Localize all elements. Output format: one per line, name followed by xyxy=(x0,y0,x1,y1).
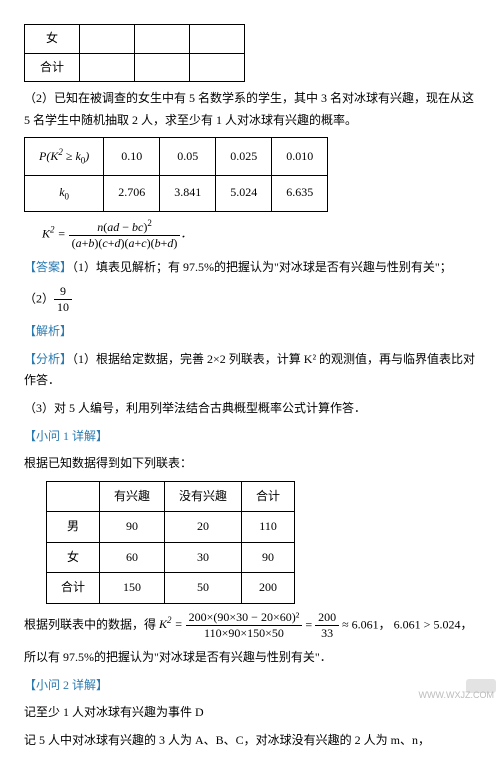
conclusion: 所以有 97.5%的把握认为"对冰球是否有兴趣与性别有关"． xyxy=(24,647,476,669)
question-2: （2）已知在被调查的女生中有 5 名数学系的学生，其中 3 名对冰球有兴趣，现在… xyxy=(24,88,476,131)
analysis-line-3: （3）对 5 人编号，利用列举法结合古典概型概率公式计算作答． xyxy=(24,398,476,420)
fenxi-label: 【分析】 xyxy=(24,352,72,366)
footer-url: WWW.WXJZ.COM xyxy=(419,687,494,703)
top-partial-table: 女 合计 xyxy=(24,24,245,82)
critical-value-table: P(K2 ≥ k0) 0.10 0.05 0.025 0.010 k0 2.70… xyxy=(24,137,328,211)
sub1-label: 【小问 1 详解】 xyxy=(24,426,476,448)
answer-line-1: 【答案】（1）填表见解析；有 97.5%的把握认为"对冰球是否有兴趣与性别有关"… xyxy=(24,257,476,279)
top-row-total: 合计 xyxy=(25,53,80,82)
answer-label: 【答案】 xyxy=(24,260,72,274)
sub2-line-a: 记至少 1 人对冰球有兴趣为事件 D xyxy=(24,702,476,724)
sub2-line-b: 记 5 人中对冰球有兴趣的 3 人为 A、B、C，对冰球没有兴趣的 2 人为 m… xyxy=(24,730,476,752)
k-squared-formula: K2 = n(ad − bc)2 (a+b)(c+d)(a+c)(b+d) ． xyxy=(42,218,476,251)
top-row-female: 女 xyxy=(25,25,80,54)
analysis-line: 【分析】（1）根据给定数据，完善 2×2 列联表，计算 K² 的观测值，再与临界… xyxy=(24,349,476,392)
contingency-table: 有兴趣 没有兴趣 合计 男 90 20 110 女 60 30 90 合计 15… xyxy=(46,481,295,604)
p-header: P(K2 ≥ k0) xyxy=(25,138,104,176)
jiexi-label: 【解析】 xyxy=(24,321,476,343)
sub2-label: 【小问 2 详解】 xyxy=(24,675,476,697)
k0-header: k0 xyxy=(25,175,104,211)
calc-line: 根据列联表中的数据，得 K2 = 200×(90×30 − 20×60)² 11… xyxy=(24,610,476,641)
answer-line-2: （2）910 xyxy=(24,284,476,315)
sub1-intro: 根据已知数据得到如下列联表： xyxy=(24,453,476,475)
